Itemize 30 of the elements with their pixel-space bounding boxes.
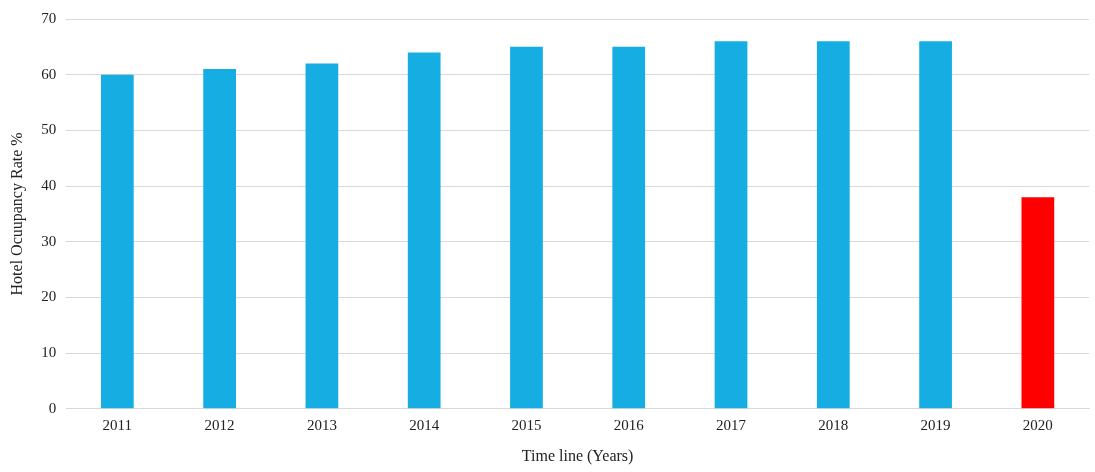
y-tick-label: 40 xyxy=(41,176,57,193)
x-tick-label: 2018 xyxy=(818,416,849,433)
x-tick-label: 2019 xyxy=(920,416,951,433)
y-tick-label: 10 xyxy=(41,344,57,361)
bar xyxy=(407,52,441,409)
x-tick-label: 2017 xyxy=(716,416,747,433)
y-tick-label: 0 xyxy=(48,399,57,416)
x-tick-label: 2016 xyxy=(613,416,645,433)
y-tick-label: 30 xyxy=(41,232,57,249)
bar xyxy=(919,41,952,409)
x-axis-title: Time line (Years) xyxy=(521,446,634,465)
bar xyxy=(100,74,134,409)
bar xyxy=(612,46,646,409)
x-tick-label: 2013 xyxy=(306,416,337,433)
bar xyxy=(816,41,850,409)
x-tick-label: 2011 xyxy=(102,416,133,433)
x-tick-label: 2014 xyxy=(409,416,440,433)
y-tick-label: 60 xyxy=(41,65,57,82)
x-tick-label: 2015 xyxy=(511,416,542,433)
bar xyxy=(305,63,339,409)
y-tick-label: 20 xyxy=(41,288,57,305)
x-tick-label: 2020 xyxy=(1022,416,1053,433)
bar xyxy=(510,46,543,409)
bar xyxy=(714,41,748,409)
y-tick-label: 50 xyxy=(41,121,57,138)
x-tick-label: 2012 xyxy=(204,416,235,433)
y-axis-title: Hotel Ocuupancy Rate % xyxy=(7,132,26,296)
bar xyxy=(203,69,236,409)
y-tick-label: 70 xyxy=(41,9,57,26)
bar xyxy=(1021,197,1055,409)
